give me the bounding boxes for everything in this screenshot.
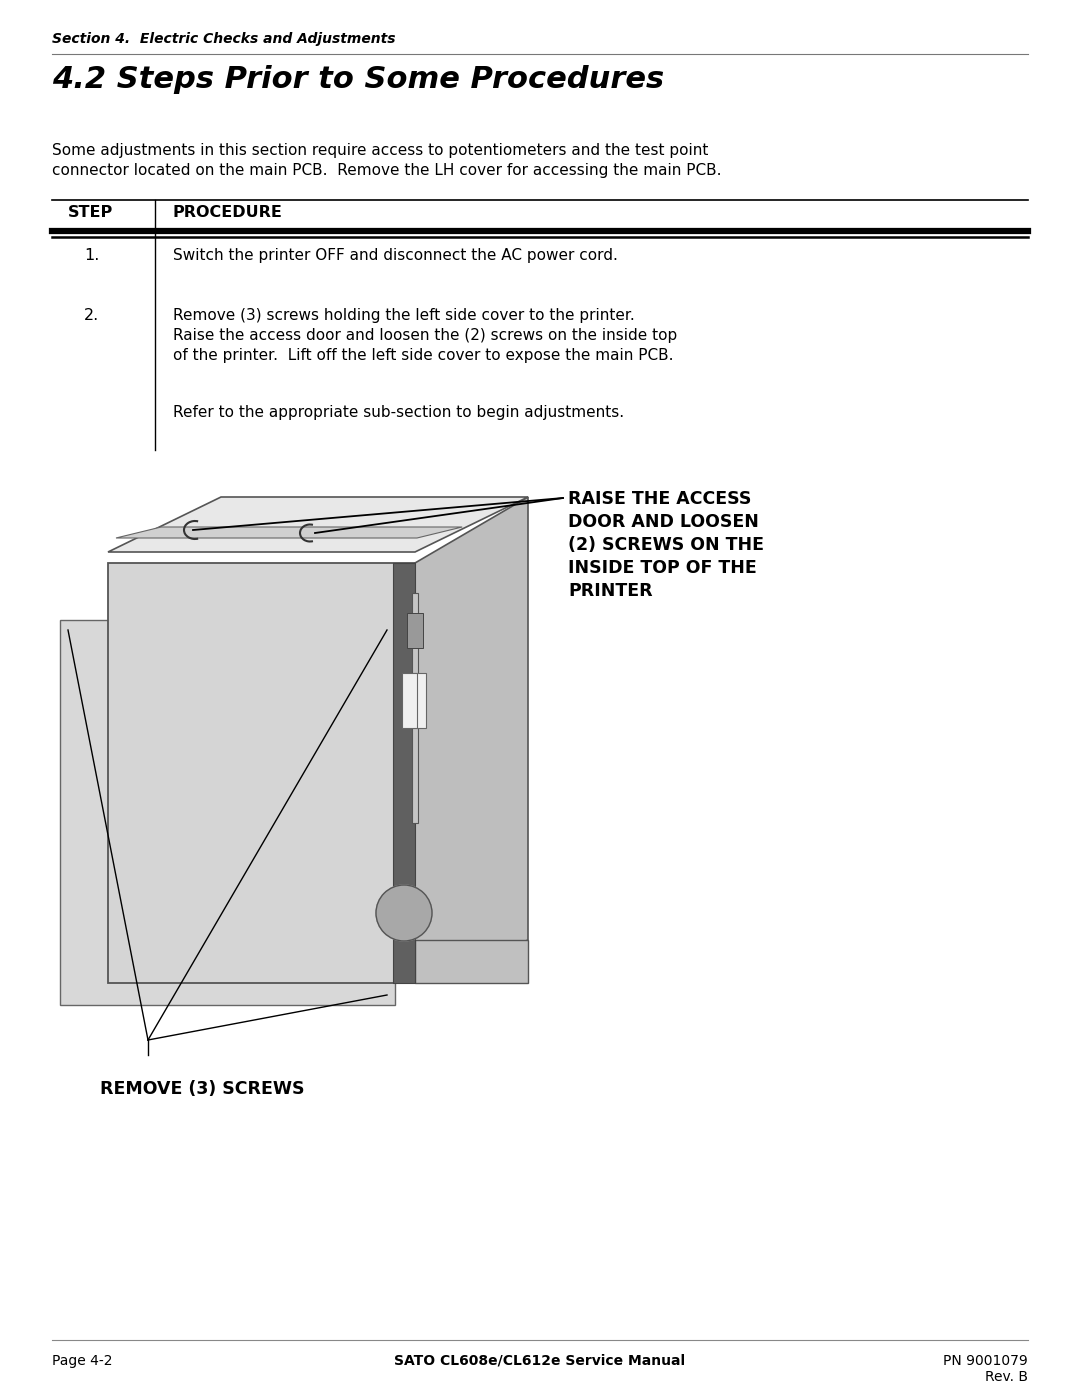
Polygon shape xyxy=(108,497,528,552)
Text: connector located on the main PCB.  Remove the LH cover for accessing the main P: connector located on the main PCB. Remov… xyxy=(52,163,721,177)
Text: Refer to the appropriate sub-section to begin adjustments.: Refer to the appropriate sub-section to … xyxy=(173,405,624,420)
Text: PN 9001079: PN 9001079 xyxy=(943,1354,1028,1368)
Text: PRINTER: PRINTER xyxy=(568,583,652,599)
Polygon shape xyxy=(415,940,528,983)
Text: RAISE THE ACCESS: RAISE THE ACCESS xyxy=(568,490,752,509)
Text: Some adjustments in this section require access to potentiometers and the test p: Some adjustments in this section require… xyxy=(52,142,708,158)
Polygon shape xyxy=(60,620,395,1004)
Text: REMOVE (3) SCREWS: REMOVE (3) SCREWS xyxy=(100,1080,305,1098)
Text: DOOR AND LOOSEN: DOOR AND LOOSEN xyxy=(568,513,759,531)
Text: Section 4.  Electric Checks and Adjustments: Section 4. Electric Checks and Adjustmen… xyxy=(52,32,395,46)
Text: Raise the access door and loosen the (2) screws on the inside top: Raise the access door and loosen the (2)… xyxy=(173,328,677,344)
Text: (2) SCREWS ON THE: (2) SCREWS ON THE xyxy=(568,536,764,555)
Text: Rev. B: Rev. B xyxy=(985,1370,1028,1384)
FancyBboxPatch shape xyxy=(411,592,418,823)
FancyBboxPatch shape xyxy=(411,673,426,728)
Circle shape xyxy=(376,886,432,942)
Text: 4.2 Steps Prior to Some Procedures: 4.2 Steps Prior to Some Procedures xyxy=(52,66,664,94)
Polygon shape xyxy=(415,497,528,983)
Text: INSIDE TOP OF THE: INSIDE TOP OF THE xyxy=(568,559,757,577)
Polygon shape xyxy=(108,563,415,983)
Text: of the printer.  Lift off the left side cover to expose the main PCB.: of the printer. Lift off the left side c… xyxy=(173,348,674,363)
FancyBboxPatch shape xyxy=(393,563,415,983)
Text: Page 4-2: Page 4-2 xyxy=(52,1354,112,1368)
Text: Switch the printer OFF and disconnect the AC power cord.: Switch the printer OFF and disconnect th… xyxy=(173,249,618,263)
FancyBboxPatch shape xyxy=(402,673,417,728)
Text: Remove (3) screws holding the left side cover to the printer.: Remove (3) screws holding the left side … xyxy=(173,307,635,323)
Text: STEP: STEP xyxy=(68,205,113,219)
Text: 1.: 1. xyxy=(84,249,99,263)
Text: PROCEDURE: PROCEDURE xyxy=(173,205,283,219)
Text: 2.: 2. xyxy=(84,307,99,323)
Polygon shape xyxy=(116,527,462,538)
Text: SATO CL608e/CL612e Service Manual: SATO CL608e/CL612e Service Manual xyxy=(394,1354,686,1368)
FancyBboxPatch shape xyxy=(407,613,423,648)
